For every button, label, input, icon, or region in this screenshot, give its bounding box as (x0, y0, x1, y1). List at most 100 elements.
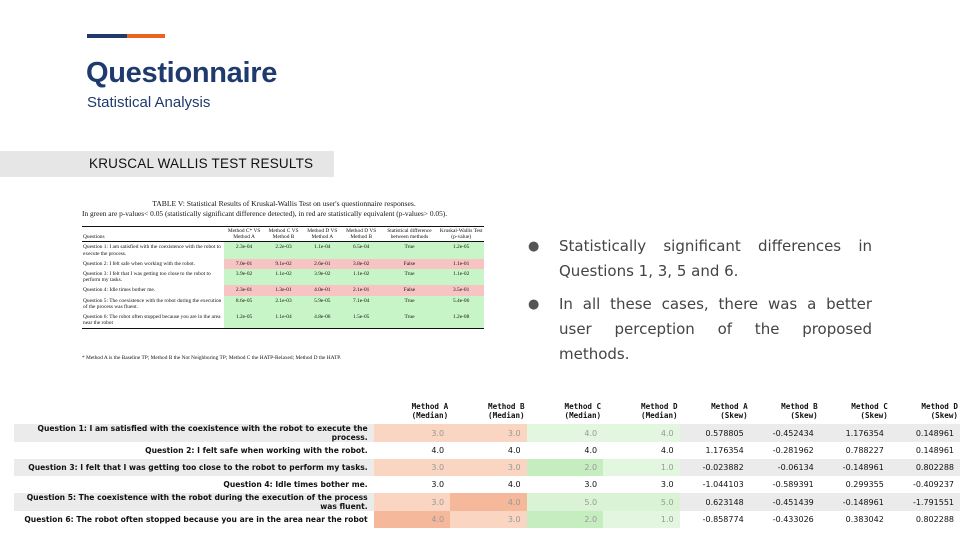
df-cell: 2.0 (526, 511, 604, 528)
paper-table-header: Method C* VS Method A (224, 226, 265, 243)
df-cell: 0.148961 (889, 424, 960, 442)
paper-table-cell: 3.9e-02 (224, 269, 265, 286)
df-cell: 1.0 (603, 511, 680, 528)
df-row: Question 6: The robot often stopped beca… (14, 511, 960, 528)
df-cell: 3.0 (450, 459, 527, 476)
df-cell: -0.409237 (912, 480, 954, 489)
df-cell: 4.0 (431, 446, 445, 455)
paper-table-question: Question 3: I felt that I was getting to… (83, 271, 211, 284)
df-cell: -0.148961 (819, 493, 890, 511)
df-cell: -0.858774 (702, 515, 744, 524)
paper-table-cell: 7.1e-04 (341, 295, 381, 313)
accent-bar-orange (127, 34, 165, 38)
paper-table-row: Question 4: Idle times bother me. 2.3e-01… (82, 285, 484, 296)
df-cell: 1.176354 (705, 446, 744, 455)
df-cell: 3.0 (660, 480, 674, 489)
paper-table-row: Question 2: I felt safe when working wit… (82, 258, 484, 270)
paper-table-row: Question 1: I am satisfied with the coex… (82, 241, 484, 259)
bullet-text: In all these cases, there was a better u… (559, 295, 872, 363)
df-cell: 2.0 (526, 459, 604, 476)
df-cell: 0.623148 (679, 493, 750, 511)
df-cell: 0.578805 (679, 424, 750, 442)
df-cell: 0.299355 (845, 480, 884, 489)
paper-table-cell: True (380, 241, 439, 259)
bullet-list: ● Statistically significant differences i… (526, 234, 872, 375)
slide-title: Questionnaire (86, 57, 278, 89)
df-cell: 4.0 (584, 446, 598, 455)
paper-table-row: Question 3: I felt that I was getting to… (82, 269, 484, 286)
df-column-header: Method A (Median) (411, 402, 449, 420)
df-cell: -0.433026 (772, 515, 814, 524)
paper-table: Questions Method C* VS Method A Method C V… (82, 226, 484, 330)
paper-table-cell: 1.1e-02 (341, 269, 381, 286)
df-column-header: Method D (Skew) (921, 402, 958, 420)
paper-table-cell: 6.5e-04 (341, 241, 381, 259)
df-cell: -0.589391 (772, 480, 814, 489)
df-column-header: Method C (Median) (564, 402, 602, 420)
df-cell: -0.451439 (749, 493, 820, 511)
paper-table-cell: True (380, 269, 439, 286)
paper-table-cell: 9.1e-02 (264, 258, 303, 270)
paper-table-image: TABLE V: Statistical Results of Kruskal-… (82, 199, 486, 367)
paper-table-header: Method D VS Method A (302, 226, 342, 243)
df-cell: -1.791551 (889, 493, 960, 511)
paper-table-question: Question 5: The coexistence with the rob… (83, 297, 222, 310)
paper-table-header: Kruskal-Wallis Test (p-value) (438, 226, 484, 243)
df-cell: 0.802288 (915, 515, 954, 524)
paper-table-cell: 7.0e-01 (224, 258, 265, 270)
paper-table-cell: 2.1e-03 (264, 295, 303, 313)
df-cell: 0.383042 (845, 515, 884, 524)
df-row: Question 2: I felt safe when working wit… (14, 442, 960, 459)
df-cell: -1.044103 (702, 480, 744, 489)
bullet-text: Statistically significant differences in… (559, 237, 872, 280)
df-cell: 4.0 (373, 511, 451, 528)
paper-table-cell: 8.6e-05 (224, 295, 265, 313)
section-band (0, 151, 334, 177)
paper-table-caption: TABLE V: Statistical Results of Kruskal-… (152, 199, 416, 208)
paper-table-cell: 1.2e-08 (438, 312, 484, 330)
df-cell: 3.0 (373, 424, 451, 442)
paper-table-question: Question 4: Idle times bother me. (83, 287, 156, 294)
df-cell: -0.452434 (749, 424, 820, 442)
paper-table-cell: 4.0e-01 (302, 285, 342, 296)
paper-table-cell: False (380, 258, 439, 270)
paper-table-cell: 5.9e-05 (302, 295, 342, 313)
df-row-label: Question 3: I felt that I was getting to… (14, 459, 374, 476)
paper-table-cell: 1.1e-02 (438, 269, 484, 286)
paper-table-cell: 1.2e-05 (224, 312, 265, 330)
df-cell: 0.788227 (845, 446, 884, 455)
paper-table-header: Statistical difference between methods (380, 226, 439, 243)
paper-table-row: Question 6: The robot often stopped beca… (82, 312, 484, 330)
df-cell: 3.0 (450, 424, 527, 442)
df-row: Question 4: Idle times bother me. 3.0 4.0 3… (14, 476, 960, 493)
paper-table-cell: False (380, 285, 439, 296)
df-cell: 3.0 (584, 480, 598, 489)
paper-table-cell: 2.3e-04 (224, 241, 265, 259)
section-label: KRUSCAL WALLIS TEST RESULTS (89, 156, 314, 171)
df-row-label: Question 2: I felt safe when working wit… (145, 446, 368, 455)
df-row: Question 5: The coexistence with the rob… (14, 493, 960, 511)
df-row-label: Question 6: The robot often stopped beca… (24, 515, 368, 524)
paper-table-cell: 1.2e-05 (438, 241, 484, 259)
df-cell: 5.0 (526, 493, 604, 511)
df-cell: 4.0 (660, 446, 674, 455)
df-column-header: Method A (Skew) (711, 402, 748, 420)
paper-table-footnote: * Method A is the Baseline TP; Method B … (82, 355, 341, 361)
paper-table-subcaption: In green are p-values< 0.05 (statistical… (82, 209, 448, 218)
paper-table-cell: 1.3e-01 (264, 285, 303, 296)
slide-subtitle: Statistical Analysis (87, 94, 211, 111)
paper-table-cell: 1.5e-05 (341, 312, 381, 330)
paper-table-question: Question 1: I am satisfied with the coex… (83, 244, 221, 257)
df-column-header: Method B (Skew) (781, 402, 818, 420)
paper-table-cell: 2.2e-03 (264, 241, 303, 259)
df-column-header: Method B (Median) (488, 402, 525, 420)
df-cell: 3.0 (373, 493, 451, 511)
df-cell: 3.0 (450, 511, 527, 528)
paper-table-cell: 3.8e-02 (341, 258, 381, 270)
paper-table-cell: 3.9e-02 (302, 269, 342, 286)
accent-bar-blue (87, 34, 127, 38)
bullet-dot-icon: ● (528, 297, 540, 312)
paper-table-cell: 2.1e-01 (341, 285, 381, 296)
paper-table-cell: 5.4e-06 (438, 295, 484, 313)
paper-table-cell: 2.6e-01 (302, 258, 342, 270)
